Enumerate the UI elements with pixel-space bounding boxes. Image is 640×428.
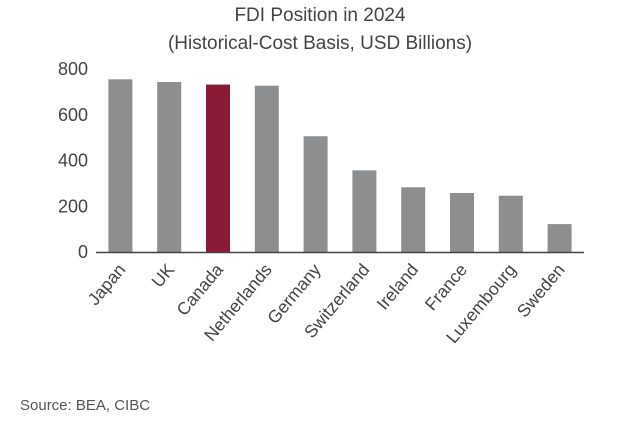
chart-subtitle: (Historical-Cost Basis, USD Billions) [168,33,472,54]
bar-germany [303,136,328,252]
bar-netherlands [254,85,279,252]
bars-group [108,79,572,253]
bar-switzerland [352,170,377,252]
source-note: Source: BEA, CIBC [20,397,151,414]
chart-title: FDI Position in 2024 [234,5,406,26]
y-tick-label: 800 [58,59,88,79]
x-tick-label-ireland: Ireland [373,260,423,314]
bar-sweden [547,224,572,252]
y-tick-label: 400 [58,151,88,171]
x-tick-label-uk: UK [147,259,178,291]
y-tick-label: 200 [58,196,88,216]
bar-luxembourg [498,195,523,252]
y-tick-label: 600 [58,105,88,125]
bar-ireland [401,187,426,252]
y-tick-label: 0 [78,242,88,262]
bar-france [450,192,474,252]
x-tick-label-japan: Japan [83,260,129,309]
x-tick-label-france: France [421,260,471,315]
bar-uk [157,82,182,252]
y-axis-ticks: 0 200 400 600 800 [58,59,88,262]
x-axis-labels: Japan UKCanadaNetherlandsGermanySwitzerla… [83,259,568,347]
bar-japan [108,79,133,252]
x-tick-label-sweden: Sweden [513,260,569,321]
bar-canada [206,84,230,253]
